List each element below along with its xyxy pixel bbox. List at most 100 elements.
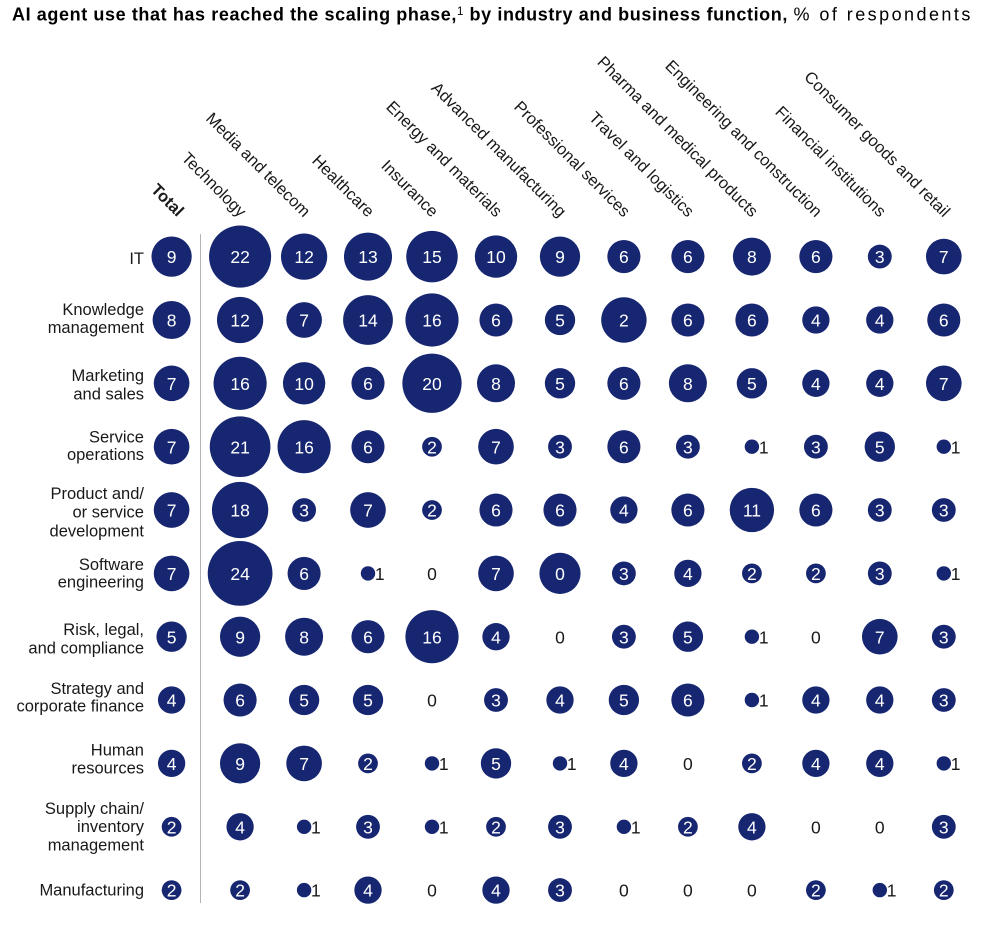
svg-text:16: 16 — [422, 627, 441, 647]
svg-text:2: 2 — [811, 564, 821, 584]
svg-text:3: 3 — [939, 817, 949, 837]
svg-text:6: 6 — [619, 247, 629, 267]
svg-text:10: 10 — [294, 374, 314, 394]
svg-text:7: 7 — [875, 627, 885, 647]
svg-text:1: 1 — [759, 627, 769, 647]
svg-text:3: 3 — [939, 691, 949, 711]
svg-text:8: 8 — [747, 247, 757, 267]
svg-text:or service: or service — [72, 504, 144, 522]
svg-text:7: 7 — [299, 754, 309, 774]
svg-text:1: 1 — [311, 817, 321, 837]
svg-text:1: 1 — [439, 754, 449, 774]
svg-text:6: 6 — [235, 691, 245, 711]
svg-text:3: 3 — [619, 564, 629, 584]
svg-text:2: 2 — [167, 881, 177, 901]
svg-text:4: 4 — [875, 311, 885, 331]
svg-text:and compliance: and compliance — [28, 639, 144, 657]
svg-text:5: 5 — [167, 627, 177, 647]
svg-text:0: 0 — [427, 881, 437, 901]
svg-text:3: 3 — [555, 881, 565, 901]
svg-text:6: 6 — [363, 374, 373, 394]
svg-text:7: 7 — [939, 247, 949, 267]
svg-text:7: 7 — [167, 437, 177, 457]
svg-text:3: 3 — [875, 247, 885, 267]
svg-text:2: 2 — [683, 817, 693, 837]
svg-text:3: 3 — [299, 501, 309, 521]
svg-text:4: 4 — [491, 627, 501, 647]
svg-text:3: 3 — [811, 437, 821, 457]
svg-text:7: 7 — [363, 501, 373, 521]
svg-text:6: 6 — [683, 501, 693, 521]
svg-text:13: 13 — [358, 247, 377, 267]
svg-text:12: 12 — [294, 247, 313, 267]
svg-text:0: 0 — [875, 817, 885, 837]
svg-text:5: 5 — [875, 437, 885, 457]
svg-text:5: 5 — [491, 754, 501, 774]
svg-text:6: 6 — [491, 501, 501, 521]
svg-text:4: 4 — [167, 691, 177, 711]
svg-text:3: 3 — [939, 627, 949, 647]
svg-text:6: 6 — [555, 501, 565, 521]
svg-text:6: 6 — [299, 564, 309, 584]
svg-text:6: 6 — [491, 311, 501, 331]
svg-text:6: 6 — [363, 627, 373, 647]
svg-text:6: 6 — [811, 247, 821, 267]
svg-text:2: 2 — [491, 817, 501, 837]
svg-text:0: 0 — [811, 627, 821, 647]
svg-text:2: 2 — [747, 754, 757, 774]
svg-text:9: 9 — [167, 247, 177, 267]
svg-text:5: 5 — [619, 691, 629, 711]
svg-text:15: 15 — [422, 247, 441, 267]
svg-text:0: 0 — [427, 691, 437, 711]
svg-text:7: 7 — [939, 374, 949, 394]
svg-text:1: 1 — [951, 754, 961, 774]
svg-text:2: 2 — [619, 311, 629, 331]
svg-text:0: 0 — [555, 564, 565, 584]
svg-text:0: 0 — [427, 564, 437, 584]
svg-text:16: 16 — [422, 311, 441, 331]
svg-text:4: 4 — [619, 754, 629, 774]
svg-text:4: 4 — [875, 691, 885, 711]
svg-text:0: 0 — [619, 881, 629, 901]
svg-text:16: 16 — [294, 437, 313, 457]
svg-text:Software: Software — [79, 556, 144, 574]
svg-text:5: 5 — [363, 691, 373, 711]
svg-text:5: 5 — [555, 311, 565, 331]
svg-text:9: 9 — [555, 247, 565, 267]
svg-text:Supply chain/: Supply chain/ — [45, 800, 144, 818]
svg-text:0: 0 — [683, 754, 693, 774]
svg-text:7: 7 — [299, 311, 309, 331]
svg-text:4: 4 — [555, 691, 565, 711]
svg-text:3: 3 — [555, 817, 565, 837]
svg-text:8: 8 — [167, 311, 177, 331]
svg-text:1: 1 — [311, 881, 321, 901]
svg-text:Knowledge: Knowledge — [62, 301, 144, 319]
svg-text:9: 9 — [235, 627, 245, 647]
svg-text:4: 4 — [683, 564, 693, 584]
svg-text:IT: IT — [129, 250, 144, 268]
svg-text:engineering: engineering — [58, 574, 144, 592]
svg-text:4: 4 — [235, 817, 245, 837]
svg-text:11: 11 — [743, 501, 761, 521]
svg-text:Product and/: Product and/ — [50, 485, 144, 503]
svg-text:1: 1 — [759, 691, 769, 711]
svg-text:3: 3 — [939, 501, 949, 521]
svg-text:1: 1 — [567, 754, 577, 774]
svg-text:inventory: inventory — [77, 818, 145, 836]
svg-text:4: 4 — [811, 374, 821, 394]
svg-text:16: 16 — [230, 374, 249, 394]
svg-text:Marketing: Marketing — [72, 367, 144, 385]
svg-text:2: 2 — [427, 437, 437, 457]
svg-text:Risk, legal,: Risk, legal, — [63, 621, 144, 639]
svg-text:Strategy and: Strategy and — [50, 680, 144, 698]
svg-text:1: 1 — [887, 881, 897, 901]
svg-text:0: 0 — [747, 881, 757, 901]
svg-text:2: 2 — [363, 754, 373, 774]
svg-text:3: 3 — [875, 501, 885, 521]
svg-text:24: 24 — [230, 564, 250, 584]
svg-text:4: 4 — [491, 881, 501, 901]
svg-text:0: 0 — [811, 817, 821, 837]
svg-text:7: 7 — [491, 564, 501, 584]
svg-text:2: 2 — [427, 501, 437, 521]
svg-text:7: 7 — [491, 437, 501, 457]
